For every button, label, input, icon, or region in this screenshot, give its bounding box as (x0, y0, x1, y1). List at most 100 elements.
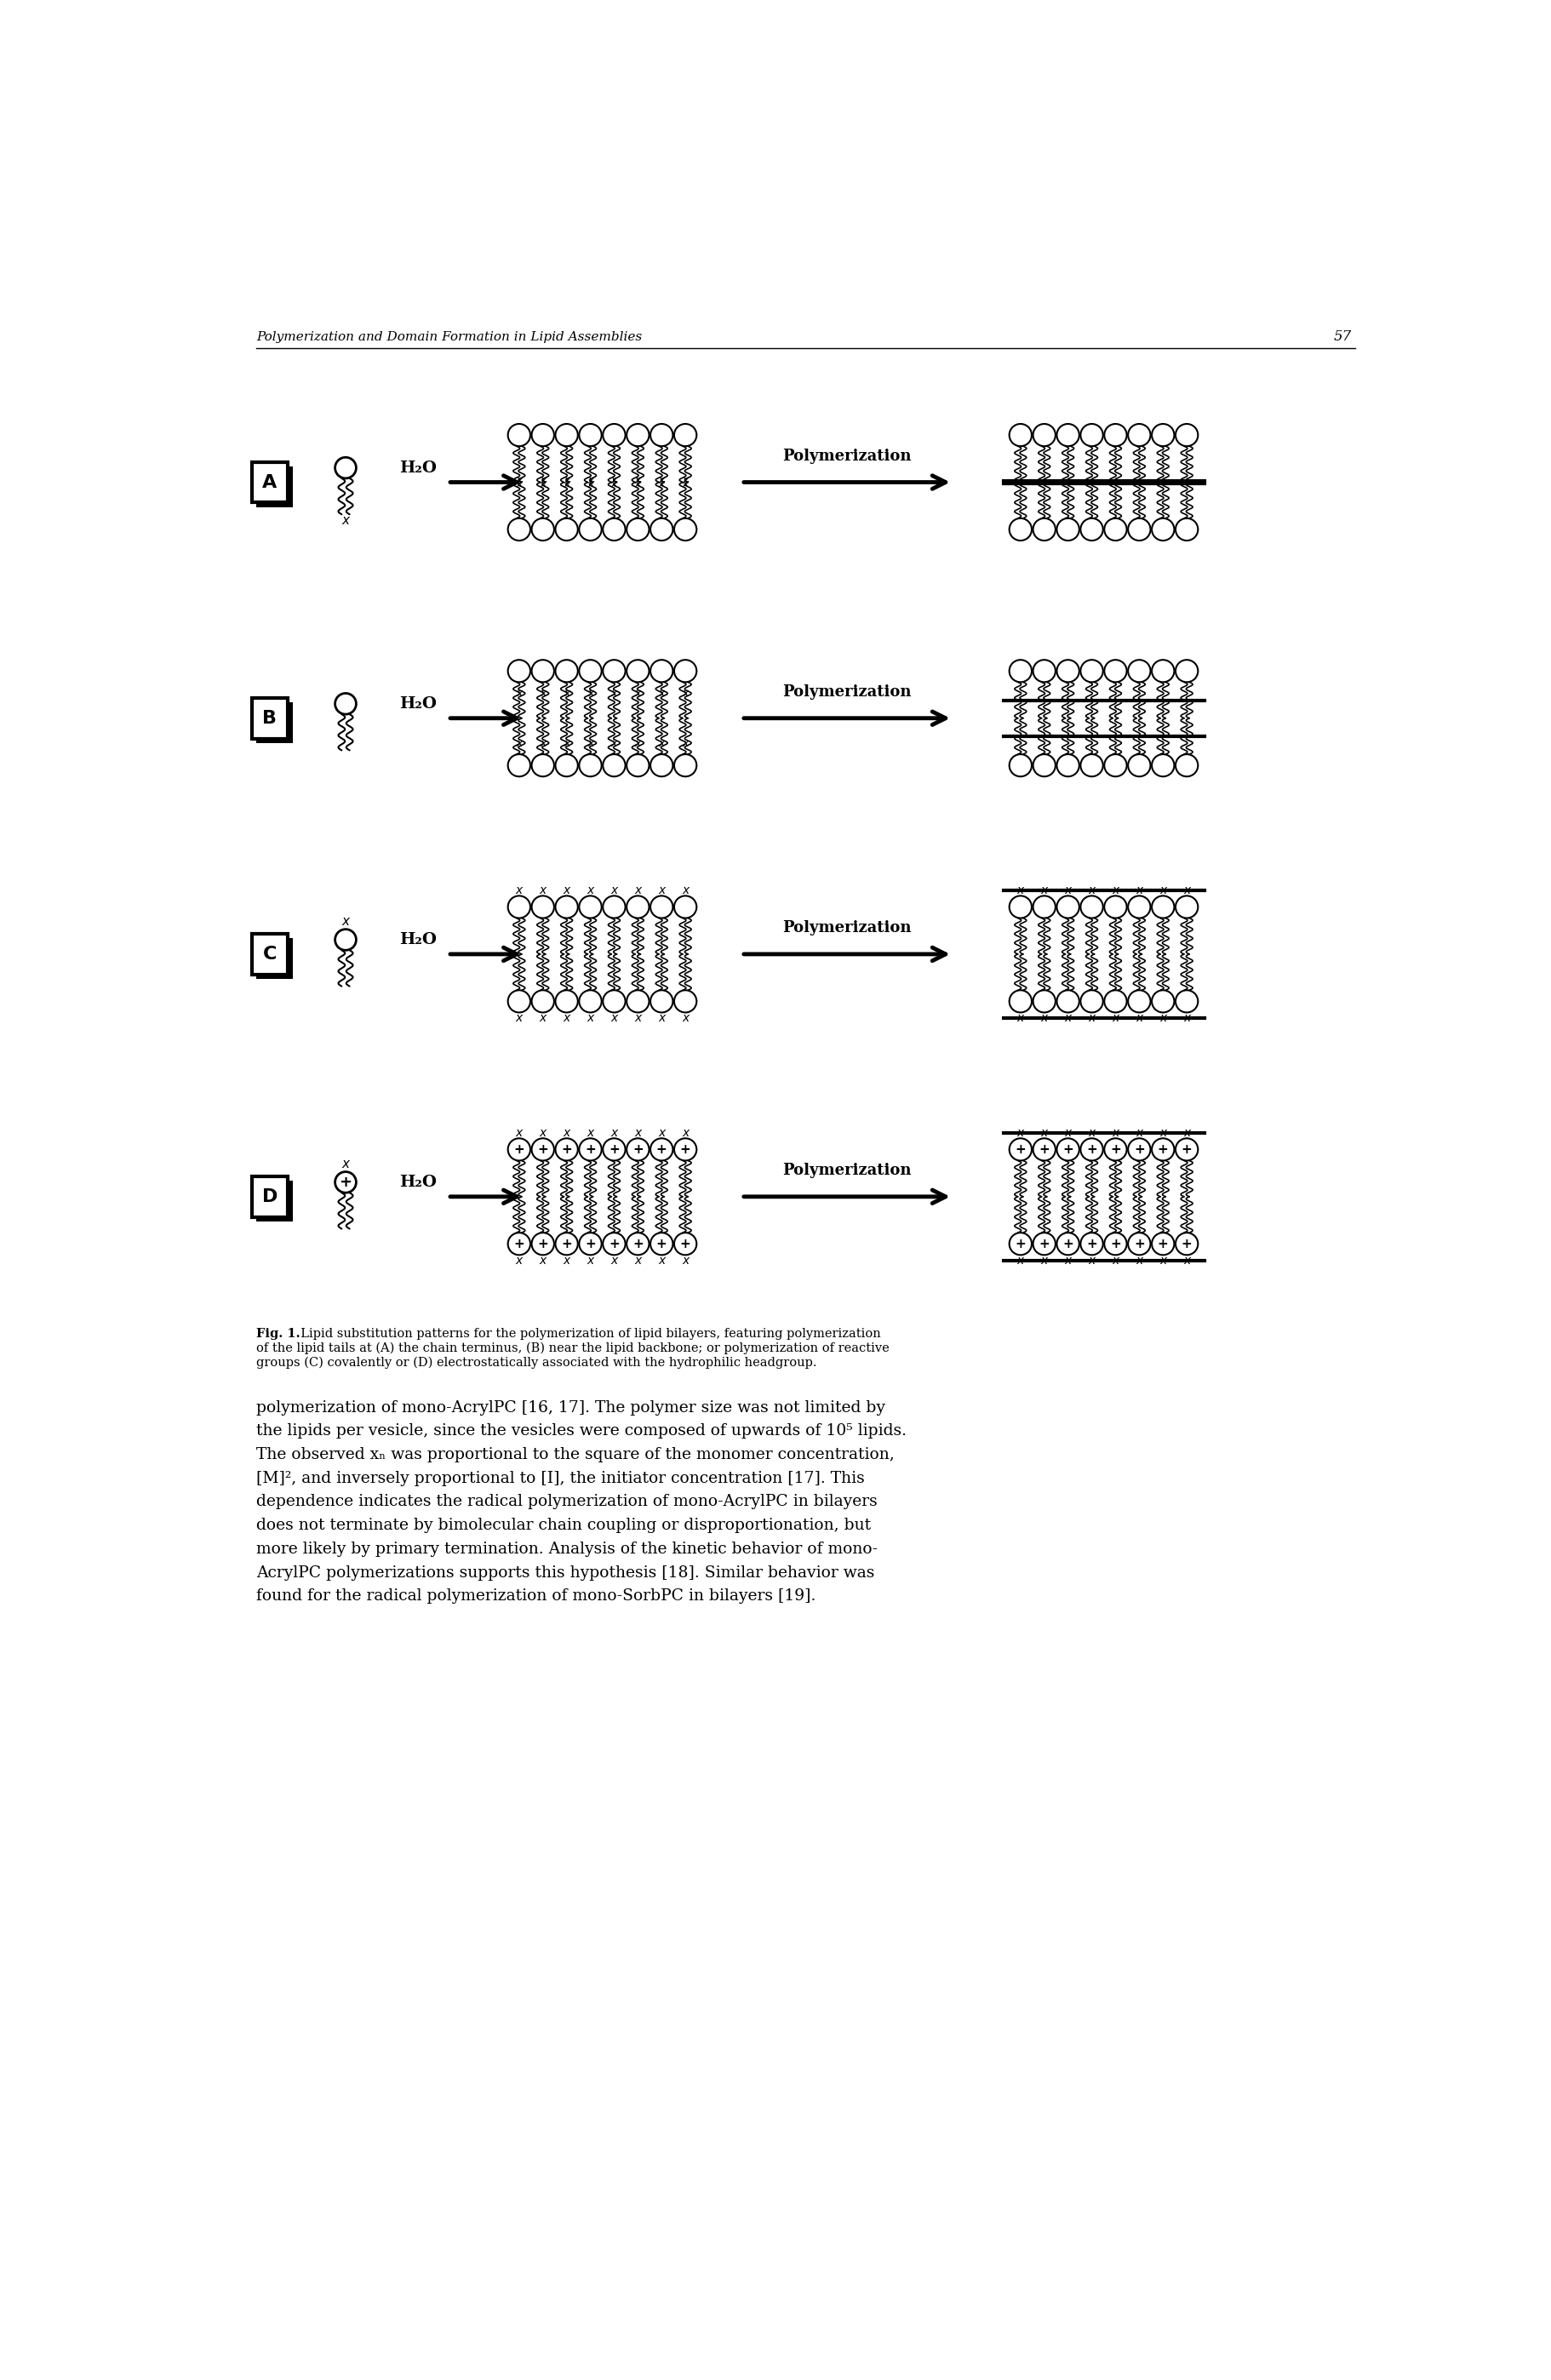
Text: x: x (1089, 885, 1095, 897)
Text: +: + (1157, 1238, 1168, 1250)
Text: +: + (1182, 1142, 1193, 1157)
Circle shape (1033, 519, 1056, 540)
Text: x: x (1017, 1128, 1024, 1140)
Text: x: x (341, 1157, 349, 1171)
Circle shape (1033, 424, 1056, 445)
Circle shape (603, 1138, 625, 1161)
Circle shape (1104, 754, 1126, 776)
Text: x: x (563, 738, 569, 750)
Text: x: x (1017, 1254, 1024, 1266)
Text: does not terminate by bimolecular chain coupling or disproportionation, but: does not terminate by bimolecular chain … (256, 1518, 872, 1533)
Text: +: + (608, 1238, 619, 1250)
Text: x: x (1160, 1254, 1166, 1266)
Text: x: x (1183, 885, 1190, 897)
Circle shape (675, 424, 696, 445)
Circle shape (650, 1233, 673, 1254)
Text: x: x (586, 1254, 594, 1266)
Circle shape (1152, 754, 1174, 776)
Text: x: x (1183, 1254, 1190, 1266)
Text: x: x (659, 478, 665, 490)
Text: x: x (341, 914, 349, 928)
Text: x: x (1183, 1128, 1190, 1140)
Circle shape (555, 659, 579, 683)
Text: +: + (1182, 1238, 1193, 1250)
Circle shape (1128, 1233, 1151, 1254)
Circle shape (603, 895, 625, 919)
Circle shape (603, 519, 625, 540)
Text: x: x (1041, 1254, 1048, 1266)
Circle shape (1056, 659, 1079, 683)
Text: Fig. 1.: Fig. 1. (256, 1328, 301, 1340)
Text: x: x (1017, 1012, 1024, 1023)
Text: +: + (513, 1142, 524, 1157)
Text: x: x (611, 688, 617, 697)
Circle shape (532, 1138, 554, 1161)
Circle shape (1128, 519, 1151, 540)
Circle shape (1033, 990, 1056, 1012)
Circle shape (603, 424, 625, 445)
Text: A: A (262, 474, 278, 490)
Text: x: x (586, 1128, 594, 1140)
Text: x: x (516, 738, 523, 750)
Circle shape (1081, 990, 1103, 1012)
Circle shape (1033, 895, 1056, 919)
Text: C: C (262, 945, 276, 962)
Circle shape (675, 519, 696, 540)
Text: +: + (1062, 1142, 1073, 1157)
Text: +: + (656, 1142, 667, 1157)
Circle shape (579, 519, 602, 540)
Circle shape (675, 754, 696, 776)
Circle shape (1010, 754, 1031, 776)
Text: +: + (585, 1142, 596, 1157)
Circle shape (675, 1233, 696, 1254)
Text: x: x (682, 1128, 689, 1140)
Text: x: x (611, 478, 617, 490)
Text: of the lipid tails at (A) the chain terminus, (B) near the lipid backbone; or po: of the lipid tails at (A) the chain term… (256, 1342, 890, 1354)
Text: B: B (262, 709, 278, 726)
Circle shape (1056, 990, 1079, 1012)
Circle shape (1176, 1138, 1197, 1161)
Text: x: x (540, 1012, 546, 1023)
Text: x: x (515, 1012, 523, 1023)
Circle shape (650, 895, 673, 919)
Bar (256, 938, 293, 978)
Text: x: x (658, 1128, 665, 1140)
Circle shape (627, 519, 648, 540)
Text: 57: 57 (1334, 328, 1352, 345)
Bar (256, 466, 293, 507)
Circle shape (1010, 1233, 1031, 1254)
Circle shape (579, 895, 602, 919)
Circle shape (627, 754, 648, 776)
Circle shape (1081, 519, 1103, 540)
Circle shape (1128, 754, 1151, 776)
Circle shape (579, 659, 602, 683)
Circle shape (1104, 519, 1126, 540)
Text: the lipids per vesicle, since the vesicles were composed of upwards of 10⁵ lipid: the lipids per vesicle, since the vesicl… (256, 1423, 907, 1440)
Text: +: + (1039, 1142, 1050, 1157)
Text: x: x (563, 474, 569, 486)
Text: x: x (1160, 1128, 1166, 1140)
Circle shape (1081, 1233, 1103, 1254)
Circle shape (1128, 1138, 1151, 1161)
Text: x: x (540, 688, 546, 697)
Circle shape (579, 1138, 602, 1161)
Circle shape (335, 928, 357, 950)
Text: groups (C) covalently or (D) electrostatically associated with the hydrophilic h: groups (C) covalently or (D) electrostat… (256, 1357, 817, 1368)
Text: x: x (659, 738, 665, 750)
Text: x: x (540, 885, 546, 897)
Text: x: x (659, 688, 665, 697)
Text: x: x (611, 1012, 617, 1023)
Circle shape (1104, 1233, 1126, 1254)
Text: x: x (588, 688, 594, 697)
Text: x: x (634, 738, 641, 750)
Circle shape (627, 424, 648, 445)
Text: x: x (1112, 1012, 1118, 1023)
Text: x: x (515, 885, 523, 897)
Text: x: x (611, 738, 617, 750)
Circle shape (1033, 1138, 1056, 1161)
Circle shape (1176, 424, 1197, 445)
Circle shape (1056, 895, 1079, 919)
Circle shape (507, 519, 530, 540)
Text: Polymerization: Polymerization (783, 685, 912, 700)
Circle shape (1056, 424, 1079, 445)
